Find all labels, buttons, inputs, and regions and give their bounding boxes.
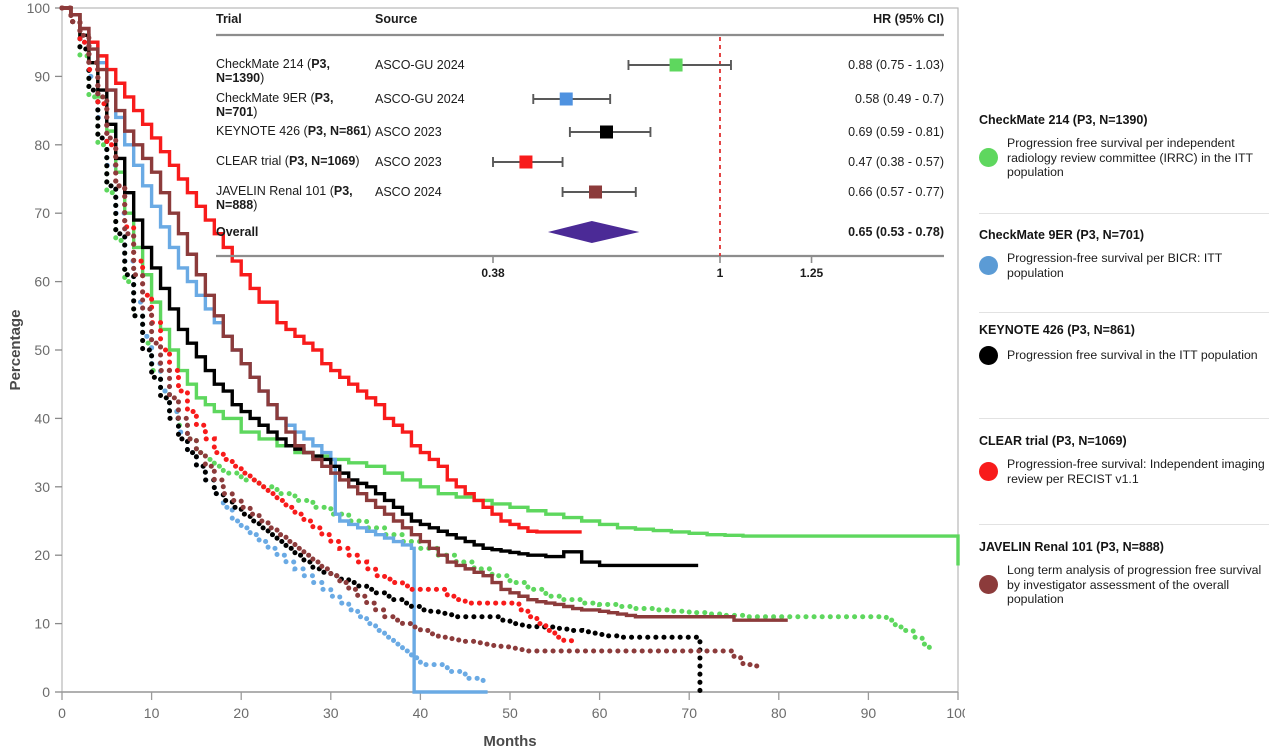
legend-group[interactable]: KEYNOTE 426 (P3, N=861) Progression free … — [979, 323, 1269, 365]
legend-group[interactable]: CheckMate 214 (P3, N=1390) Progression fr… — [979, 113, 1269, 180]
x-tick-label: 90 — [861, 705, 877, 721]
legend-entry-description: Progression-free survival: Independent i… — [1007, 457, 1265, 486]
x-axis-title: Months — [483, 733, 536, 750]
plot-frame — [61, 7, 959, 693]
forest-column-header-hr: HR (95% CI) — [873, 12, 944, 26]
forest-row-trial: CLEAR trial (P3, N=1069) — [216, 154, 360, 168]
forest-row-trial: KEYNOTE 426 (P3, N=861) — [216, 124, 372, 138]
x-tick-label: 0 — [58, 705, 66, 721]
y-tick-label: 10 — [34, 616, 50, 632]
forest-plot-svg — [216, 33, 944, 263]
forest-row-hr: 0.58 (0.49 - 0.7) — [855, 92, 944, 106]
y-tick-label: 40 — [34, 410, 50, 426]
legend-group-title: JAVELIN Renal 101 (P3, N=888) — [979, 540, 1164, 554]
legend-color-dot-icon — [979, 462, 998, 481]
km-curve — [59, 5, 703, 695]
x-tick-label: 40 — [413, 705, 429, 721]
forest-axis-tick-label: 0.38 — [481, 266, 505, 280]
x-tick-label: 20 — [233, 705, 249, 721]
legend-divider — [979, 312, 1269, 313]
forest-point-marker — [519, 155, 533, 169]
y-tick-label: 90 — [34, 68, 50, 84]
forest-row-hr: 0.66 (0.57 - 0.77) — [848, 185, 944, 199]
x-tick-label: 60 — [592, 705, 608, 721]
forest-row-source: ASCO 2023 — [375, 125, 442, 139]
legend-entry-description: Progression free survival in the ITT pop… — [1007, 348, 1258, 363]
x-tick-label: 10 — [144, 705, 160, 721]
forest-overall-diamond — [547, 221, 640, 243]
x-tick-label: 100 — [946, 705, 965, 721]
forest-row-source: ASCO 2023 — [375, 155, 442, 169]
legend-group[interactable]: JAVELIN Renal 101 (P3, N=888) Long term a… — [979, 540, 1269, 607]
km-chart-svg: 0 10 20 30 40 50 60 70 80 90 100 0 10 20 30 40 50 60 70 80 9… — [7, 0, 965, 750]
km-curve — [62, 6, 788, 622]
legend-entry[interactable]: Long term analysis of progression free s… — [979, 563, 1269, 607]
legend-color-dot-icon — [979, 148, 998, 168]
y-tick-label: 0 — [42, 684, 50, 700]
forest-point-marker — [669, 58, 683, 72]
legend-entry-description: Progression-free survival per BICR: ITT … — [1007, 251, 1223, 280]
legend-group-title: CLEAR trial (P3, N=1069) — [979, 434, 1127, 448]
legend-group[interactable]: CheckMate 9ER (P3, N=701) Progression-fre… — [979, 228, 1269, 280]
y-tick-label: 60 — [34, 274, 50, 290]
forest-row-trial: JAVELIN Renal 101 (P3, N=888) — [216, 184, 353, 212]
legend-entry[interactable]: Progression free survival in the ITT pop… — [979, 346, 1269, 365]
x-tick-label: 30 — [323, 705, 339, 721]
km-curve — [59, 5, 932, 654]
legend-divider — [979, 418, 1269, 419]
legend-entry-description: Long term analysis of progression free s… — [1007, 563, 1262, 606]
y-axis-title: Percentage — [7, 310, 24, 391]
km-curve — [62, 6, 582, 534]
forest-column-header-trial: Trial — [216, 12, 242, 26]
forest-row-hr: 0.69 (0.59 - 0.81) — [848, 125, 944, 139]
forest-row-source: ASCO-GU 2024 — [375, 58, 465, 72]
km-curve — [62, 6, 699, 568]
forest-row-hr: 0.47 (0.38 - 0.57) — [848, 155, 944, 169]
x-tick-label: 70 — [681, 705, 697, 721]
y-tick-label: 50 — [34, 342, 50, 358]
legend-entry[interactable]: Progression free survival per independen… — [979, 136, 1269, 180]
forest-row-source: ASCO 2024 — [375, 185, 442, 199]
legend-divider — [979, 524, 1269, 525]
forest-point-marker — [559, 92, 573, 106]
legend-color-dot-icon — [979, 575, 998, 595]
forest-row-trial: CheckMate 9ER (P3, N=701) — [216, 91, 334, 119]
forest-column-header-source: Source — [375, 12, 418, 26]
legend-entry[interactable]: Progression-free survival: Independent i… — [979, 457, 1269, 486]
y-tick-label: 100 — [27, 0, 51, 16]
x-tick-label: 80 — [771, 705, 787, 721]
x-tick-label: 50 — [502, 705, 518, 721]
legend-entry-description: Progression free survival per independen… — [1007, 136, 1253, 179]
forest-plot-inset: 0.38 1 1.25 Trial Source HR (95% CI) CheckMate… — [210, 4, 950, 282]
legend-color-dot-icon — [979, 346, 998, 365]
legend-divider — [979, 213, 1269, 214]
forest-row-trial: CheckMate 214 (P3, N=1390) — [216, 57, 330, 85]
forest-overall-label: Overall — [216, 225, 259, 239]
forest-row-source: ASCO-GU 2024 — [375, 92, 465, 106]
y-tick-label: 20 — [34, 547, 50, 563]
forest-axis-tick-label: 1 — [716, 266, 724, 280]
legend-group-title: KEYNOTE 426 (P3, N=861) — [979, 323, 1135, 337]
forest-point-marker — [589, 185, 603, 199]
y-tick-label: 70 — [34, 205, 50, 221]
forest-row-hr: 0.88 (0.75 - 1.03) — [848, 58, 944, 72]
legend-panel: CheckMate 214 (P3, N=1390) Progression fr… — [965, 0, 1280, 750]
y-tick-label: 80 — [34, 137, 50, 153]
km-curve — [59, 5, 764, 669]
km-chart-panel: 0 10 20 30 40 50 60 70 80 90 100 0 10 20 30 40 50 60 70 80 9… — [7, 0, 965, 750]
y-tick-label: 30 — [34, 479, 50, 495]
legend-color-dot-icon — [979, 256, 998, 275]
legend-group[interactable]: CLEAR trial (P3, N=1069) Progression-free… — [979, 434, 1269, 486]
legend-group-title: CheckMate 214 (P3, N=1390) — [979, 113, 1148, 127]
legend-entry[interactable]: Progression-free survival per BICR: ITT … — [979, 251, 1269, 280]
forest-overall-hr: 0.65 (0.53 - 0.78) — [848, 225, 944, 239]
forest-point-marker — [600, 125, 613, 139]
forest-axis-tick-label: 1.25 — [799, 266, 824, 280]
legend-group-title: CheckMate 9ER (P3, N=701) — [979, 228, 1145, 242]
